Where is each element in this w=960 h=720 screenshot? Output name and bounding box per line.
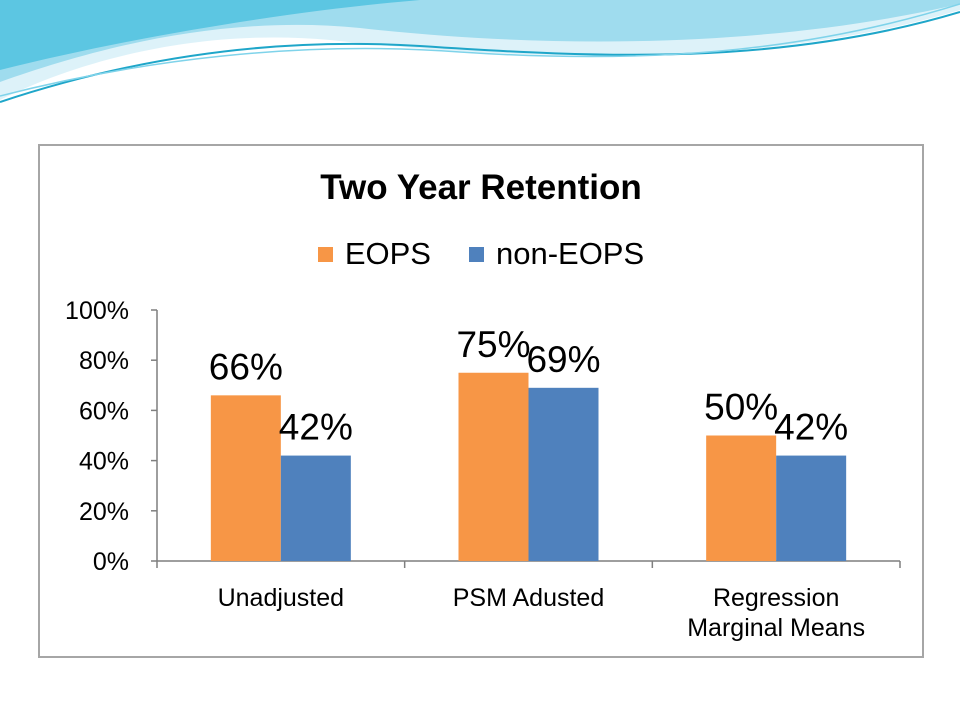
y-tick-label: 60% [79,397,129,425]
legend-label-non-eops: non-EOPS [495,236,645,271]
bar [210,395,281,561]
data-label: 50% [704,387,778,428]
data-label: 66% [209,346,283,387]
legend-entry-eops: EOPS [317,236,431,272]
bar [458,372,529,561]
legend-swatch-eops [317,246,333,262]
data-label: 75% [456,324,530,365]
legend-entry-non-eops: non-EOPS [468,236,645,272]
chart-legend: EOPS non-EOPS [40,236,922,272]
bar [528,387,599,561]
legend-label-eops: EOPS [344,236,431,271]
y-tick-label: 20% [79,498,129,526]
y-tick-label: 0% [93,548,129,576]
data-label: 42% [279,407,353,448]
x-category-label: Regression [713,584,839,612]
x-category-label: PSM Adusted [453,584,604,612]
bar [776,455,847,561]
chart-plot-area: 0% 20% 40% 60% 80% 100% 66% 42% Unadjusted 75%69%… [65,297,901,642]
x-category-label: Marginal Means [687,614,865,642]
chart-title: Two Year Retention [320,168,642,207]
chart-frame: Two Year Retention EOPS non-EOPS 0% 20% 40… [38,144,924,658]
bar [280,455,351,561]
data-label: 42% [774,407,848,448]
y-tick-label: 40% [79,448,129,476]
bar [706,435,777,561]
y-tick-label: 100% [65,297,129,325]
header-swoosh-decoration [0,0,960,103]
x-category-label: Unadjusted [218,584,344,612]
legend-swatch-non-eops [468,246,484,262]
data-label: 69% [526,339,600,380]
y-tick-label: 80% [79,347,129,375]
